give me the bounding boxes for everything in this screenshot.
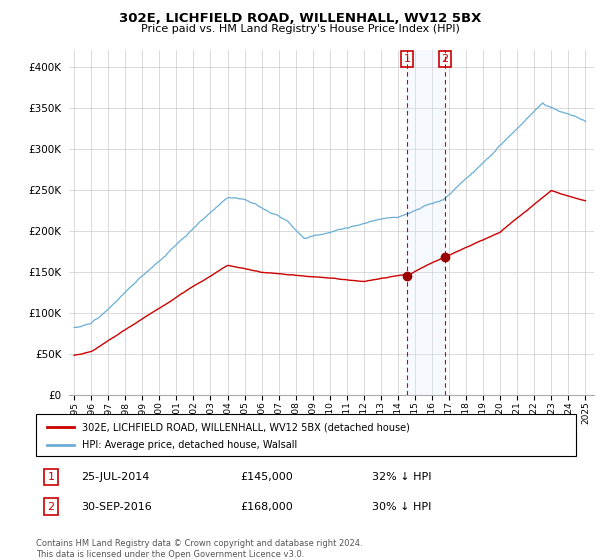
Text: 2: 2 [47, 502, 55, 512]
Text: 302E, LICHFIELD ROAD, WILLENHALL, WV12 5BX (detached house): 302E, LICHFIELD ROAD, WILLENHALL, WV12 5… [82, 422, 410, 432]
Text: 32% ↓ HPI: 32% ↓ HPI [372, 472, 431, 482]
Text: Contains HM Land Registry data © Crown copyright and database right 2024.
This d: Contains HM Land Registry data © Crown c… [36, 539, 362, 559]
Text: £145,000: £145,000 [240, 472, 293, 482]
Text: 2: 2 [441, 54, 448, 64]
Bar [407, 50, 445, 395]
Text: 30% ↓ HPI: 30% ↓ HPI [372, 502, 431, 512]
Text: 1: 1 [404, 54, 410, 64]
Text: 1: 1 [47, 472, 55, 482]
Text: 302E, LICHFIELD ROAD, WILLENHALL, WV12 5BX: 302E, LICHFIELD ROAD, WILLENHALL, WV12 5… [119, 12, 481, 25]
Text: £168,000: £168,000 [240, 502, 293, 512]
Text: HPI: Average price, detached house, Walsall: HPI: Average price, detached house, Wals… [82, 440, 297, 450]
Text: Price paid vs. HM Land Registry's House Price Index (HPI): Price paid vs. HM Land Registry's House … [140, 24, 460, 34]
Text: 25-JUL-2014: 25-JUL-2014 [81, 472, 149, 482]
Text: 30-SEP-2016: 30-SEP-2016 [81, 502, 152, 512]
